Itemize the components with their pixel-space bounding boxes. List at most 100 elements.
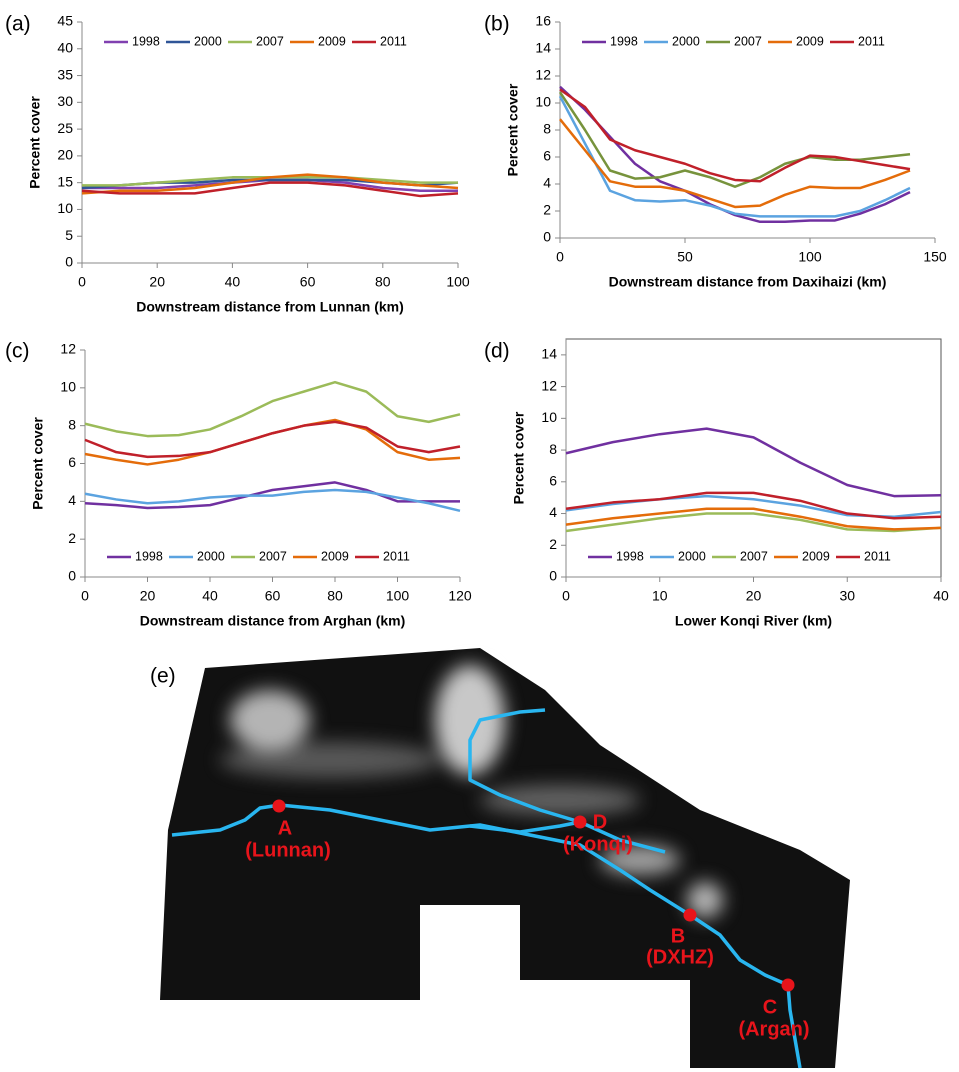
x-axis-title: Downstream distance from Daxihaizi (km) [609,274,887,290]
legend-label: 1998 [610,34,638,48]
x-axis-title: Downstream distance from Lunnan (km) [136,299,404,315]
legend-label: 2011 [864,549,891,563]
y-tick-label: 0 [65,254,73,270]
series-line [565,427,942,498]
y-axis-title: Percent cover [30,417,46,510]
panel-label: (b) [484,13,510,36]
legend-label: 1998 [616,549,644,563]
x-tick-label: 40 [202,588,218,604]
x-axis-title: Downstream distance from Arghan (km) [140,613,406,629]
site-letter: B [671,925,685,947]
legend-label: 2011 [858,34,885,48]
legend-label: 1998 [132,34,160,48]
series-line [84,481,460,510]
y-tick-label: 6 [549,473,557,489]
y-tick-label: 25 [57,120,73,136]
vegetation [220,665,723,918]
y-tick-label: 5 [65,227,73,243]
x-tick-label: 10 [652,588,668,604]
x-tick-label: 40 [933,588,949,604]
legend-label: 2007 [734,34,762,48]
site-letter: D [593,811,607,833]
y-axis-title: Percent cover [511,411,527,504]
site-name: (DXHZ) [646,946,714,968]
legend-label: 2009 [796,34,824,48]
x-tick-label: 40 [225,274,241,290]
panel-label: (c) [5,340,30,363]
y-axis-title: Percent cover [505,83,521,176]
site-marker [272,799,286,813]
legend-label: 2000 [197,549,225,563]
x-tick-label: 100 [798,249,822,265]
chart: 0 2 4 6 8 10 12 14 16 0 50 100 150 Downstream distanc… [484,13,947,290]
site-letter: C [763,996,777,1018]
series-line [84,380,461,438]
y-tick-label: 4 [68,492,76,508]
y-tick-label: 4 [549,504,557,520]
legend-label: 2009 [318,34,346,48]
y-tick-label: 35 [57,66,73,82]
panel-label: (e) [150,665,176,688]
x-tick-label: 100 [446,274,470,290]
x-tick-label: 80 [375,274,391,290]
chart: 0 5 10 15 20 25 30 35 40 45 0 20 40 60 80 100 Downstream… [5,13,470,315]
site-name: (Lunnan) [245,839,331,861]
x-tick-label: 80 [327,588,343,604]
y-tick-label: 8 [543,121,551,137]
series-line [81,181,459,198]
panel-label: (d) [484,340,510,363]
y-tick-label: 14 [535,40,551,56]
legend-label: 2000 [194,34,222,48]
legend-label: 2009 [802,549,830,563]
plot-frame [565,338,942,578]
panel-label: (a) [5,13,31,36]
series-line [558,95,911,218]
y-tick-label: 2 [68,530,76,546]
series-line [559,118,911,209]
site-name: (Argan) [738,1018,809,1040]
series-line [84,488,461,513]
series-line [559,88,911,183]
y-tick-label: 40 [57,39,73,55]
legend-label: 2007 [740,549,768,563]
y-tick-label: 10 [541,409,557,425]
y-axis-title: Percent cover [27,96,43,189]
y-tick-label: 45 [57,13,73,29]
legend-label: 2000 [678,549,706,563]
y-tick-label: 4 [543,175,551,191]
x-tick-label: 60 [300,274,316,290]
legend-label: 1998 [135,549,163,563]
y-tick-label: 14 [541,346,557,362]
legend-label: 2011 [380,34,407,48]
x-tick-label: 0 [78,274,86,290]
y-tick-label: 15 [57,173,73,189]
legend-label: 2011 [383,549,410,563]
y-tick-label: 8 [549,441,557,457]
chart: 0 2 4 6 8 10 12 14 0 10 20 30 40 Lower Konqi River (k… [484,338,949,629]
series-line [84,420,461,459]
x-tick-label: 20 [746,588,762,604]
y-tick-label: 10 [535,94,551,110]
series-line [81,173,459,195]
legend-label: 2000 [672,34,700,48]
series-line [565,491,942,520]
y-tick-label: 0 [543,229,551,245]
legend-label: 2009 [321,549,349,563]
site-name: (Konqi) [563,833,633,855]
x-tick-label: 100 [386,588,410,604]
y-tick-label: 16 [535,13,551,29]
series-line [84,418,461,466]
x-tick-label: 30 [839,588,855,604]
y-tick-label: 12 [541,377,557,393]
y-tick-label: 12 [60,341,76,357]
x-tick-label: 0 [562,588,570,604]
y-tick-label: 6 [68,454,76,470]
x-tick-label: 20 [149,274,165,290]
site-marker [781,978,795,992]
y-tick-label: 8 [68,416,76,432]
x-tick-label: 50 [677,249,693,265]
y-tick-label: 2 [543,202,551,218]
y-tick-label: 0 [549,568,557,584]
